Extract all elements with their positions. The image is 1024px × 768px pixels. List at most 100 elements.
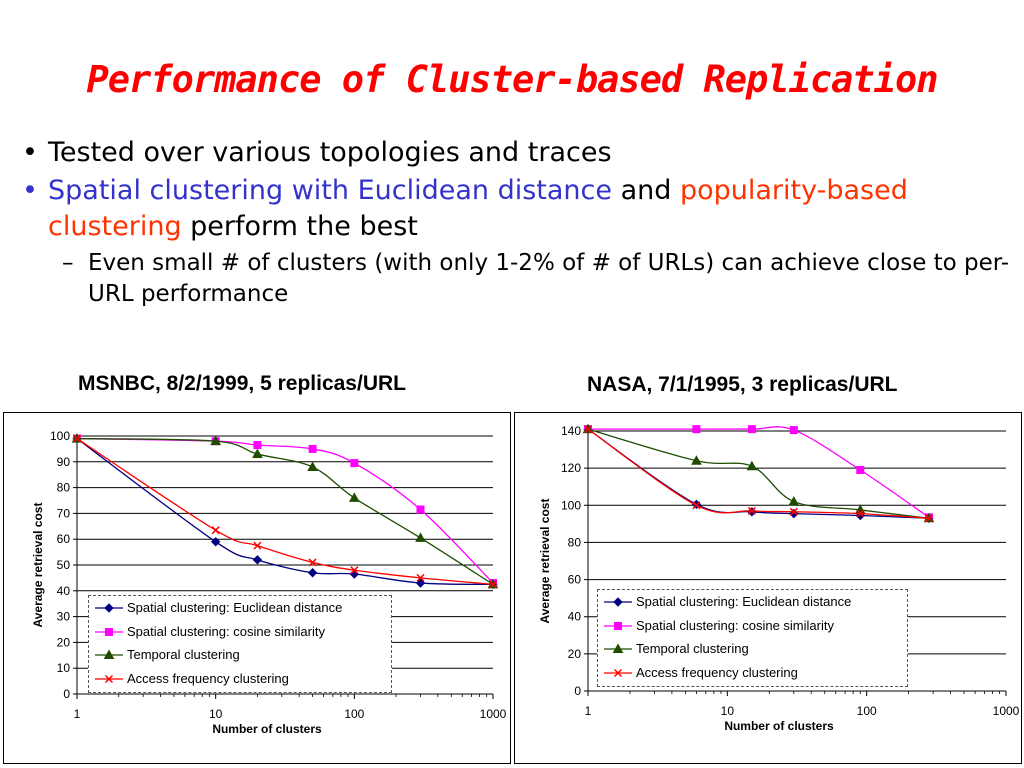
legend-label: Spatial clustering: Euclidean distance bbox=[127, 600, 343, 615]
y-tick-label: 80 bbox=[568, 535, 582, 549]
series-line bbox=[76, 437, 494, 584]
legend-swatch-icon bbox=[95, 674, 123, 683]
legend-entry: Access frequency clustering bbox=[598, 661, 907, 685]
bullet-list: • Tested over various topologies and tra… bbox=[22, 135, 1012, 310]
data-point bbox=[856, 466, 865, 474]
data-point bbox=[415, 578, 426, 588]
legend-swatch-icon bbox=[604, 597, 632, 607]
y-tick-label: 60 bbox=[57, 532, 71, 546]
bullet-item: • Spatial clustering with Euclidean dist… bbox=[22, 173, 1012, 245]
y-tick-label: 0 bbox=[574, 684, 581, 698]
bullet-text: and bbox=[611, 175, 680, 206]
y-tick-label: 10 bbox=[57, 661, 71, 675]
data-point bbox=[488, 580, 498, 589]
bullet-text: perform the best bbox=[181, 211, 418, 242]
chart-nasa-svg: 0 20 40 60 80 100 120 140 1 10 100 1000 Number of cl… bbox=[538, 423, 1020, 733]
data-point bbox=[746, 460, 758, 471]
data-point bbox=[350, 566, 359, 575]
chart-title-msnbc: MSNBC, 8/2/1999, 5 replicas/URL bbox=[78, 372, 406, 395]
y-tick-label: 30 bbox=[57, 610, 71, 624]
bullet-text-blue: Spatial clustering with Euclidean distan… bbox=[48, 175, 612, 206]
x-tick-label: 100 bbox=[344, 707, 364, 721]
legend-marker bbox=[613, 597, 623, 607]
x-tick-label: 1 bbox=[585, 704, 592, 718]
data-point bbox=[856, 509, 865, 518]
series-line bbox=[76, 438, 494, 585]
slide-title: Performance of Cluster-based Replication bbox=[86, 58, 938, 101]
data-point bbox=[253, 441, 262, 450]
y-tick-label: 100 bbox=[50, 429, 70, 443]
legend-swatch-icon bbox=[604, 643, 632, 653]
y-tick-label: 70 bbox=[57, 506, 71, 520]
sub-bullet-text: Even small # of clusters (with only 1-2%… bbox=[88, 250, 1010, 307]
data-point bbox=[211, 526, 220, 535]
bullet-text-red: popularity-based clustering bbox=[48, 175, 908, 242]
y-tick-label: 60 bbox=[568, 573, 582, 587]
data-point bbox=[348, 492, 360, 502]
data-point bbox=[253, 541, 262, 550]
series-3 bbox=[582, 423, 935, 523]
legend-entry: Temporal clustering bbox=[89, 643, 391, 667]
legend-label: Temporal clustering bbox=[636, 641, 749, 656]
legend-label: Temporal clustering bbox=[127, 647, 240, 662]
x-axis-label: Number of clusters bbox=[212, 722, 322, 736]
y-tick-label: 50 bbox=[57, 558, 71, 572]
legend-entry: Temporal clustering bbox=[598, 637, 907, 661]
chart-msnbc: 0 10 20 30 40 50 60 70 80 90 100 1 10 100 1000 Number o… bbox=[3, 412, 511, 764]
bullet-dot-icon: • bbox=[22, 175, 38, 206]
data-point bbox=[308, 444, 317, 453]
data-point bbox=[252, 555, 263, 565]
x-tick-label: 1000 bbox=[993, 704, 1020, 718]
data-point bbox=[252, 448, 263, 459]
y-tick-label: 100 bbox=[561, 498, 581, 512]
data-point bbox=[747, 506, 756, 515]
x-tick-label: 10 bbox=[209, 707, 223, 721]
x-tick-label: 1 bbox=[74, 707, 81, 721]
series-line bbox=[76, 437, 494, 585]
data-point bbox=[583, 425, 593, 434]
legend-marker bbox=[613, 668, 623, 677]
legend-entry: Spatial clustering: Euclidean distance bbox=[89, 596, 391, 620]
legend-marker bbox=[614, 621, 622, 630]
y-tick-label: 120 bbox=[561, 461, 581, 475]
y-axis-label: Average retrieval cost bbox=[538, 499, 552, 624]
data-point bbox=[349, 569, 360, 579]
x-tick-label: 10 bbox=[721, 704, 735, 718]
series-4 bbox=[583, 425, 934, 523]
legend-marker bbox=[103, 649, 115, 659]
series-line bbox=[587, 428, 930, 519]
legend-marker bbox=[612, 643, 624, 653]
legend-swatch-icon bbox=[604, 668, 632, 677]
legend-label: Spatial clustering: Euclidean distance bbox=[636, 594, 852, 609]
legend-marker bbox=[104, 603, 114, 613]
legend-marker bbox=[104, 674, 114, 683]
series-1 bbox=[583, 424, 934, 523]
y-tick-label: 140 bbox=[561, 424, 581, 438]
data-point bbox=[416, 573, 425, 582]
legend-label: Spatial clustering: cosine similarity bbox=[636, 617, 834, 633]
legend-label: Access frequency clustering bbox=[127, 670, 289, 686]
legend-swatch-icon bbox=[95, 603, 123, 613]
y-tick-label: 80 bbox=[57, 481, 71, 495]
chart-nasa: 0 20 40 60 80 100 120 140 1 10 100 1000 Number of cl… bbox=[514, 412, 1022, 764]
data-point bbox=[350, 459, 359, 468]
data-point bbox=[789, 507, 798, 516]
legend-swatch-icon bbox=[604, 621, 632, 630]
series-4 bbox=[72, 434, 498, 589]
data-point bbox=[692, 425, 701, 434]
series-line bbox=[588, 426, 930, 518]
data-point bbox=[210, 435, 222, 446]
legend-entry: Spatial clustering: Euclidean distance bbox=[598, 590, 907, 614]
bullet-item: • Tested over various topologies and tra… bbox=[22, 135, 1012, 171]
legend-swatch-icon bbox=[95, 627, 123, 636]
data-point bbox=[416, 505, 425, 514]
data-point bbox=[307, 568, 318, 578]
legend-entry: Access frequency clustering bbox=[89, 667, 391, 691]
data-point bbox=[307, 461, 318, 471]
data-point bbox=[788, 496, 800, 506]
x-tick-label: 1000 bbox=[480, 707, 507, 721]
data-point bbox=[415, 532, 426, 542]
chart-title-nasa: NASA, 7/1/1995, 3 replicas/URL bbox=[587, 373, 898, 396]
bullet-text: Tested over various topologies and trace… bbox=[48, 137, 612, 168]
